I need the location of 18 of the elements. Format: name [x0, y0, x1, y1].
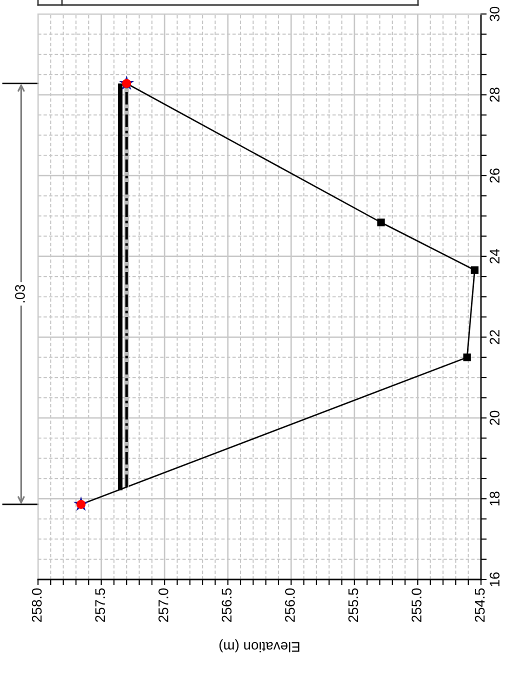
y-tick-label: 22	[490, 330, 500, 344]
y-tick-label: 16	[490, 572, 500, 586]
y-tick-label: 28	[490, 88, 500, 102]
x-tick-label: 255.5	[348, 588, 358, 622]
x-tick-label: 256.5	[222, 588, 232, 622]
x-tick-label: 256.0	[285, 588, 295, 622]
y-tick-label: 18	[490, 492, 500, 506]
y-tick-label: 30	[490, 6, 500, 22]
x-tick-label: 257.5	[95, 588, 106, 622]
x-tick-label: 254.5	[474, 588, 485, 622]
x-tick-label: 257.0	[158, 588, 168, 622]
x-axis-title: Elevation (m)	[219, 639, 300, 652]
x-tick-label: 255.0	[412, 588, 422, 622]
x-tick-label: 258.0	[32, 588, 42, 622]
y-tick-label: 26	[490, 168, 500, 183]
text: .03	[15, 284, 25, 302]
y-tick-label: 24	[490, 249, 500, 264]
y-tick-label: 20	[490, 410, 500, 425]
